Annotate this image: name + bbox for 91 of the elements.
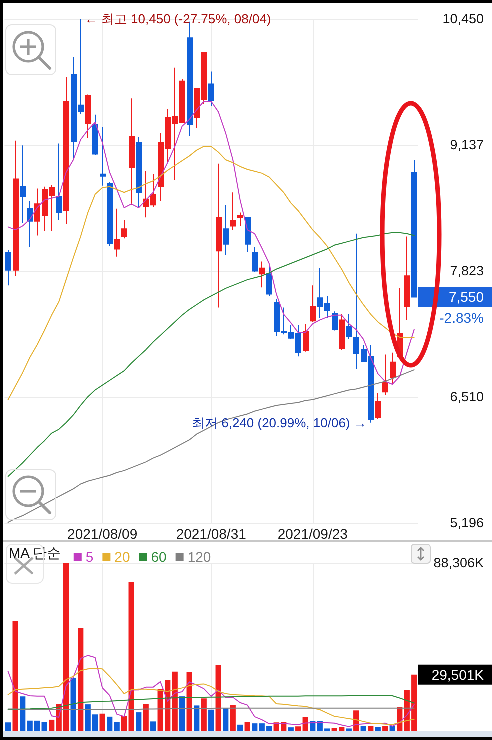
bar — [20, 696, 26, 731]
bar — [368, 726, 374, 731]
x-tick-label: 2021/09/23 — [278, 526, 348, 542]
candlestick — [107, 182, 113, 247]
legend-label: 20 — [114, 549, 130, 565]
candlestick — [27, 200, 33, 248]
candlestick — [5, 250, 11, 286]
bar — [252, 724, 258, 731]
candlestick — [20, 145, 26, 224]
candlestick — [332, 311, 338, 332]
legend-label: 5 — [86, 549, 94, 565]
candlestick — [303, 324, 309, 352]
bar — [375, 727, 381, 731]
x-tick-label: 2021/08/09 — [68, 526, 138, 542]
candlestick — [411, 160, 417, 298]
candlestick — [339, 314, 345, 350]
candlestick — [121, 220, 127, 240]
y-tick-label: 7,823 — [450, 264, 484, 278]
line-series — [8, 146, 415, 400]
candlestick — [310, 285, 316, 323]
y-tick-label: 10,450 — [442, 12, 484, 26]
y-tick-label: 6,510 — [450, 389, 484, 404]
candlestick — [390, 352, 396, 385]
bar — [114, 722, 120, 731]
y-tick-label: 88,306K — [434, 556, 484, 570]
bar — [150, 722, 156, 731]
candlestick — [92, 114, 98, 156]
line-series — [8, 232, 415, 478]
bar — [194, 706, 200, 731]
candlestick — [136, 136, 142, 208]
bar — [186, 672, 192, 731]
text: 7,550 — [448, 289, 484, 306]
bar — [12, 621, 18, 731]
y-tick-label: 9,137 — [450, 137, 484, 152]
candlestick — [56, 143, 62, 221]
bar — [78, 628, 84, 731]
text: 29,501K — [432, 666, 485, 683]
candlestick — [129, 98, 135, 206]
candlestick — [353, 233, 359, 370]
legend-label: 60 — [151, 549, 168, 565]
candlestick — [114, 208, 120, 258]
bar — [42, 722, 48, 731]
bar — [360, 726, 366, 731]
bar — [223, 708, 229, 731]
candlestick — [237, 212, 243, 227]
line-series — [8, 100, 415, 385]
candlestick — [346, 314, 352, 340]
bar — [208, 710, 214, 731]
candlestick — [252, 246, 258, 273]
bar — [100, 714, 106, 731]
bar — [136, 712, 142, 731]
bar — [70, 678, 76, 731]
bar — [122, 716, 128, 731]
candlestick — [100, 126, 106, 186]
bar — [230, 705, 236, 731]
candlestick — [216, 163, 222, 308]
bar — [107, 716, 113, 731]
x-tick-label: 2021/08/31 — [176, 526, 247, 542]
candlestick — [382, 354, 388, 396]
y-tick-label: 5,196 — [450, 516, 484, 530]
candlestick — [34, 188, 40, 236]
annotation: 최저 6,240 (20.99%, 10/06) → — [192, 415, 367, 430]
candlestick — [63, 77, 69, 225]
candlestick — [13, 140, 19, 277]
candlestick — [375, 392, 381, 420]
candlestick — [245, 217, 251, 253]
bar — [216, 666, 222, 731]
bar — [390, 726, 396, 731]
candlestick — [208, 71, 214, 107]
line-series — [8, 370, 415, 524]
bar — [296, 726, 302, 731]
bar — [238, 724, 244, 731]
bar — [244, 722, 250, 731]
candlestick — [85, 94, 91, 138]
candlestick — [259, 261, 265, 288]
bar — [288, 728, 294, 731]
bar — [143, 704, 149, 731]
text: -2.83% — [440, 310, 484, 326]
legend-label: 120 — [188, 549, 212, 565]
bar — [49, 720, 55, 731]
candlestick — [230, 192, 236, 231]
bar — [172, 672, 178, 731]
annotation: ← 최고 10,450 (-27.75%, 08/04) — [84, 12, 272, 26]
candlestick — [223, 204, 229, 256]
bar — [128, 582, 134, 731]
bar — [6, 722, 12, 731]
candlestick — [404, 236, 410, 321]
candlestick — [266, 266, 272, 297]
bar — [180, 696, 186, 731]
bar — [201, 698, 207, 731]
bar — [382, 726, 388, 731]
